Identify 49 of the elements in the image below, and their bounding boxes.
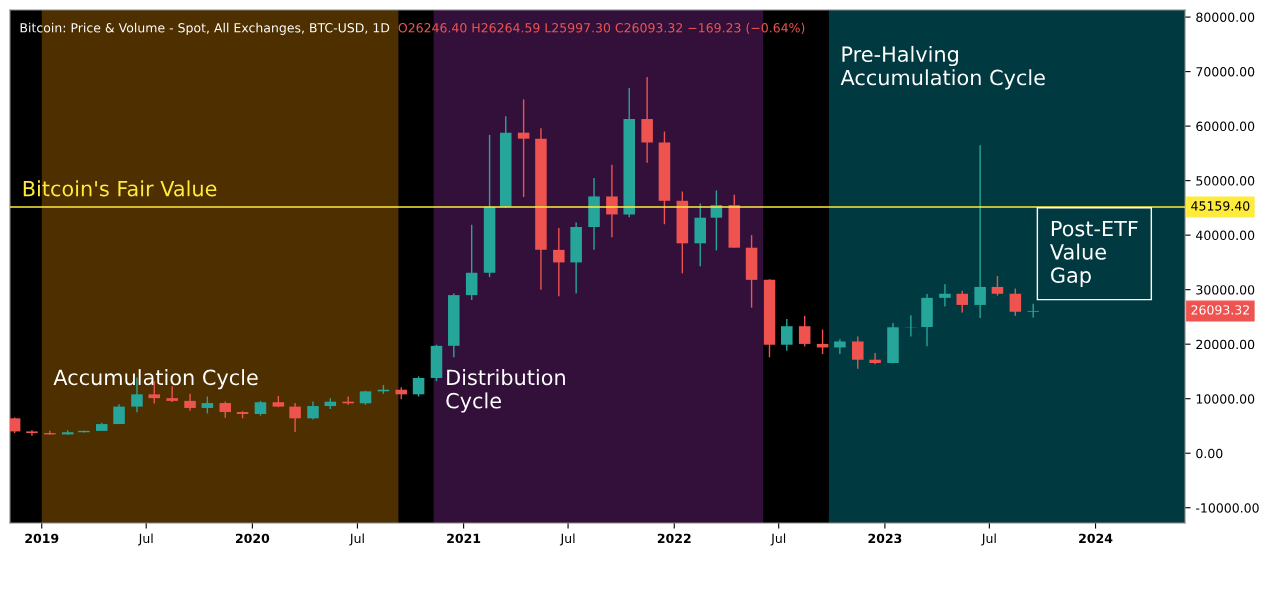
- y-tick-label: 50000.00: [1196, 176, 1255, 186]
- y-tick-label: 20000.00: [1196, 339, 1255, 350]
- candlestick: [289, 402, 301, 433]
- y-tick-label: 10000.00: [1196, 394, 1255, 404]
- annotation: Post-ETF Value Gap: [1050, 220, 1138, 288]
- text: 45159.40: [1191, 201, 1250, 211]
- x-tick-label: Jul: [981, 533, 996, 546]
- x-tick-label: 2021: [447, 533, 481, 544]
- y-tick-label: 0.00: [1196, 448, 1223, 459]
- text: 26093.32: [1191, 305, 1249, 315]
- x-tick-label: Jul: [349, 533, 364, 546]
- candlestick: [553, 227, 565, 297]
- candlestick: [974, 144, 986, 319]
- candlestick: [834, 338, 846, 355]
- y-tick-label: 60000.00: [1196, 121, 1255, 132]
- ref-line-label: Bitcoin's Fair Value: [23, 180, 217, 197]
- candlestick: [852, 335, 864, 370]
- candlestick: [939, 283, 951, 308]
- x-tick-label: 2022: [657, 533, 691, 544]
- candlestick: [465, 224, 478, 301]
- x-tick-label: 2023: [868, 533, 902, 544]
- y-tick-label: 70000.00: [1196, 67, 1255, 77]
- x-tick-label: 2019: [25, 533, 59, 544]
- candlestick: [798, 315, 811, 348]
- candlestick: [606, 164, 618, 239]
- candlestick: [991, 275, 1004, 297]
- y-tick-label: -10000.00: [1196, 503, 1259, 513]
- y-tick-label: 80000.00: [1196, 12, 1255, 23]
- candlestick: [641, 76, 653, 164]
- band-label: Accumulation Cycle: [53, 369, 258, 390]
- text: O26246.40 H26264.59 L25997.30 C26093.32 −169.23 (−0.64%): [398, 22, 805, 34]
- candlestick: [517, 98, 530, 198]
- candlestick: [869, 352, 881, 366]
- candlestick: [956, 290, 969, 314]
- x-tick-label: Jul: [770, 533, 786, 546]
- x-tick-label: Jul: [138, 533, 153, 546]
- x-tick-label: 2020: [235, 533, 270, 544]
- candlestick: [781, 318, 793, 352]
- band-label: Distribution Cycle: [446, 369, 565, 413]
- candlestick: [166, 385, 178, 403]
- candlestick: [26, 429, 38, 437]
- band-label: Pre-Halving Accumulation Cycle: [840, 45, 1045, 90]
- candlestick: [412, 375, 425, 398]
- text: Bitcoin: Price & Volume - Spot, All Exchanges, BTC-USD, 1D: [20, 22, 390, 35]
- x-tick-label: 2024: [1079, 533, 1113, 544]
- y-tick-label: 30000.00: [1196, 285, 1255, 295]
- x-tick-label: Jul: [559, 533, 575, 546]
- candlestick: [1009, 287, 1022, 317]
- y-tick-label: 40000.00: [1196, 230, 1255, 241]
